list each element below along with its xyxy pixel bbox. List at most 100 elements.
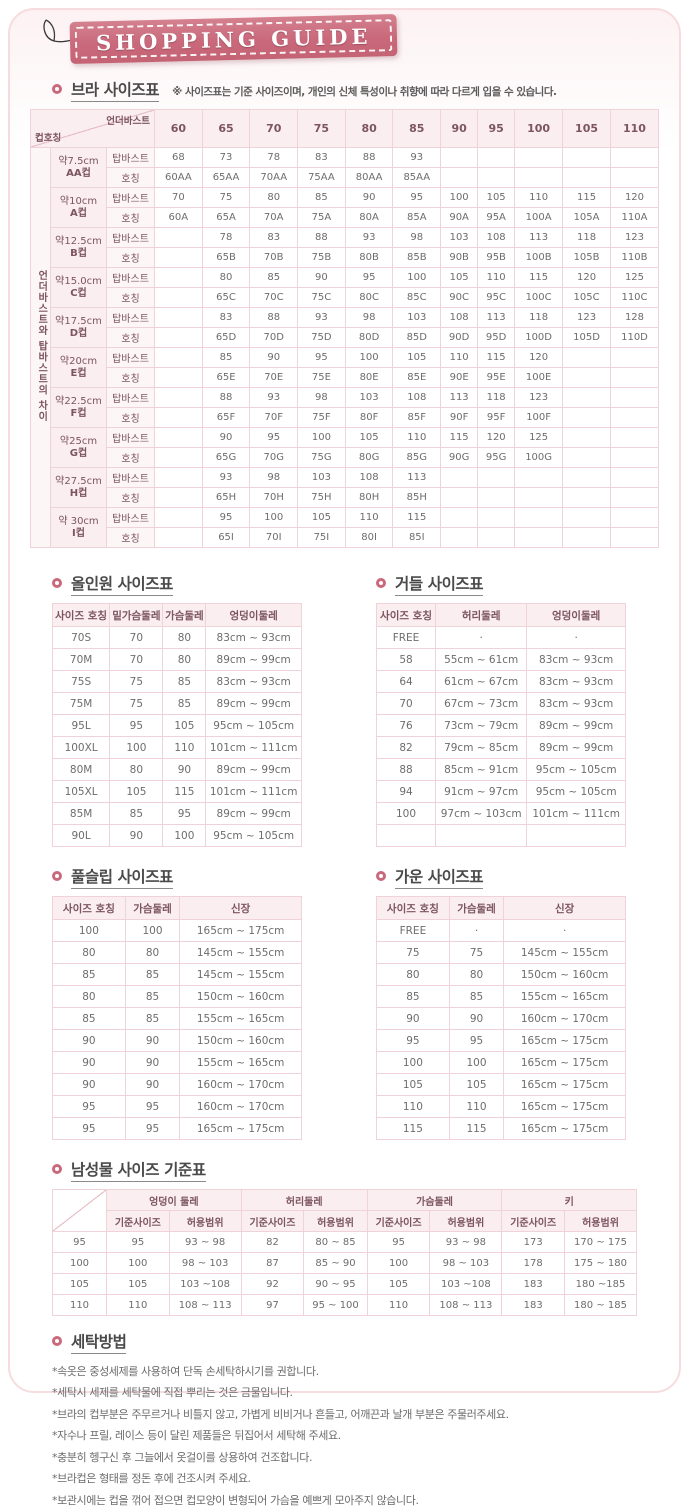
girdle-cell: FREE	[375, 626, 437, 649]
bra-side-label: 언더바스트와 탑바스트의 차이	[30, 147, 51, 548]
gown-cell: 80	[448, 963, 505, 986]
bra-cell	[154, 467, 203, 488]
allinone-cell: 101cm ~ 111cm	[205, 780, 302, 803]
men-cell: 93 ~ 98	[429, 1231, 503, 1253]
fullslip-cell: 165cm ~ 175cm	[179, 919, 302, 942]
men-cell: 180 ~ 185	[564, 1294, 637, 1316]
gown-cell: 110	[376, 1095, 450, 1118]
bra-cell	[609, 367, 660, 388]
men-sub-header: 허용범위	[429, 1210, 503, 1232]
girdle-cell: 83cm ~ 93cm	[526, 670, 626, 693]
bra-cup-label: 약7.5cm AA컵	[50, 147, 107, 188]
gown-cell: 145cm ~ 155cm	[503, 941, 626, 964]
bra-cell: 80D	[344, 327, 394, 348]
bra-cell: 105	[297, 507, 346, 528]
men-cell: 183	[501, 1273, 566, 1295]
bra-cell	[609, 407, 660, 428]
allinone-cell: 89cm ~ 99cm	[205, 692, 302, 715]
bra-cell	[477, 487, 516, 508]
gown-cell: 90	[376, 1007, 450, 1030]
fullslip-cell: 95	[52, 1117, 126, 1140]
banner-title: SHOPPING GUIDE	[95, 23, 372, 55]
bra-cell: 93	[297, 307, 346, 328]
bra-cell: 95F	[477, 407, 516, 428]
men-cell: 97	[240, 1294, 305, 1316]
table-row: 110 110 108 ~ 113 97 95 ~ 100 110 108 ~ 113 183…	[52, 1294, 637, 1316]
bullet-ring-icon	[52, 84, 62, 94]
table-row: 호칭 60AA 65AA 70AA 75AA 80AA 85AA	[31, 167, 660, 188]
allinone-column-header: 엉덩이둘레	[205, 603, 302, 627]
fullslip-cell: 155cm ~ 165cm	[179, 1007, 302, 1030]
girdle-cell: ·	[435, 626, 528, 649]
men-cell: 105	[106, 1273, 170, 1295]
gown-cell: 90	[448, 1007, 505, 1030]
bra-cell: 105B	[562, 247, 611, 268]
bra-row-type-label: 호칭	[106, 247, 155, 268]
bra-row-type-label: 호칭	[106, 367, 155, 388]
bra-cell: 110	[514, 187, 564, 208]
bra-underbust-header: 110	[609, 109, 660, 148]
gown-cell: 85	[448, 985, 505, 1008]
bra-cell: 65F	[201, 407, 251, 428]
bullet-ring-icon	[376, 871, 386, 881]
men-cell: 98 ~ 103	[429, 1252, 503, 1274]
bra-cell	[477, 167, 516, 188]
bra-cell: 85G	[392, 447, 442, 468]
bra-cell: 95D	[477, 327, 516, 348]
allinone-cell: 70	[109, 648, 164, 671]
bra-cell: 80B	[344, 247, 394, 268]
bra-cell: 95	[392, 187, 442, 208]
bra-cell	[562, 527, 611, 548]
bra-cell: 98	[392, 227, 442, 248]
bra-cell: 70F	[249, 407, 299, 428]
men-cell: 103 ~108	[429, 1273, 503, 1295]
bra-row-type-label: 호칭	[106, 327, 155, 348]
men-cell: 108 ~ 113	[168, 1294, 242, 1316]
bra-cell: 128	[609, 307, 660, 328]
girdle-cell	[526, 824, 626, 847]
girdle-column: 거들 사이즈표 사이즈 호칭 허리둘레 엉덩이둘레 FREE · · 58 55cm ~ 61…	[354, 572, 650, 847]
allinone-cell: 80M	[51, 758, 111, 781]
fullslip-cell: 80	[124, 941, 181, 964]
bra-cell: 80AA	[344, 167, 394, 188]
table-row: 85 85 145cm ~ 155cm	[52, 963, 302, 986]
gown-cell: 75	[448, 941, 505, 964]
girdle-cell: 101cm ~ 111cm	[526, 802, 626, 825]
bra-cell: 90E	[440, 367, 479, 388]
bra-underbust-header: 70	[249, 109, 299, 148]
bra-cell: 93	[392, 147, 442, 168]
girdle-cell: 58	[375, 648, 437, 671]
allinone-cell: 95cm ~ 105cm	[205, 824, 302, 847]
bra-cell: 80I	[344, 527, 394, 548]
bra-cell: 75	[201, 187, 251, 208]
men-sub-header: 허용범위	[168, 1210, 242, 1232]
bra-row-type-label: 탑바스트	[106, 427, 155, 448]
gown-cell: 160cm ~ 170cm	[503, 1007, 626, 1030]
table-row: 호칭 65H 70H 75H 80H 85H	[31, 487, 660, 508]
table-row: 100XL 100 110 101cm ~ 111cm	[51, 736, 302, 759]
bra-cell	[609, 167, 660, 188]
girdle-cell: 82	[375, 736, 437, 759]
bra-cell	[562, 407, 611, 428]
fullslip-gown-row: 풀슬립 사이즈표 사이즈 호칭 가슴둘레 신장 100 100 165cm ~ 175cm…	[30, 865, 659, 1140]
fullslip-cell: 85	[52, 1007, 126, 1030]
men-cell: 82	[240, 1231, 305, 1253]
bra-cell: 105	[344, 427, 394, 448]
fullslip-cell: 90	[52, 1029, 126, 1052]
men-sub-header-row: 기준사이즈 허용범위 기준사이즈 허용범위 기준사이즈 허용범위 기준사이즈 허용범위	[53, 1210, 637, 1232]
bra-cup-label: 약25cm G컵	[50, 427, 107, 468]
fullslip-cell: 145cm ~ 155cm	[179, 963, 302, 986]
bra-section-title: 브라 사이즈표	[71, 78, 160, 102]
gown-column-header: 사이즈 호칭	[376, 896, 450, 920]
fullslip-cell: 150cm ~ 160cm	[179, 985, 302, 1008]
table-row: 64 61cm ~ 67cm 83cm ~ 93cm	[375, 670, 626, 693]
page-content: SHOPPING GUIDE 브라 사이즈표 ※ 사이즈표는 기준 사이즈이며,…	[0, 0, 689, 1401]
bra-underbust-header: 85	[392, 109, 442, 148]
table-row: 75S 75 85 83cm ~ 93cm	[51, 670, 302, 693]
bra-cell: 60A	[154, 207, 203, 228]
bra-cell	[154, 507, 203, 528]
bra-cell: 95B	[477, 247, 516, 268]
bra-cell	[514, 147, 564, 168]
table-row: 70S 70 80 83cm ~ 93cm	[51, 626, 302, 649]
bra-cell: 70I	[249, 527, 299, 548]
